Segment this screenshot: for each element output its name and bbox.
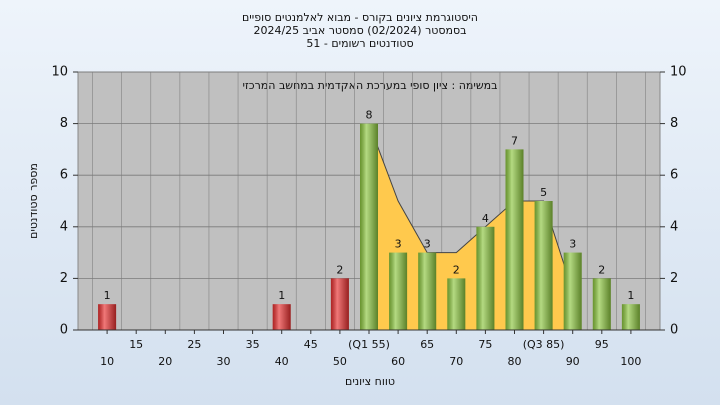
value-label: 2: [598, 263, 605, 276]
bar-shade: [563, 252, 582, 330]
y2-tick-label: 8: [670, 116, 678, 131]
x-tick-label: 10: [100, 355, 114, 368]
value-label: 1: [104, 289, 111, 302]
y2-tick-label: 6: [670, 168, 678, 183]
y-tick-label: 8: [60, 116, 68, 131]
x-tick-label: 60: [391, 355, 405, 368]
x-tick-label: 100: [620, 355, 641, 368]
y-tick-label: 6: [60, 168, 68, 183]
x-tick-label: 15: [129, 338, 143, 351]
x-tick-label: 40: [275, 355, 289, 368]
x-tick-label: 95: [595, 338, 609, 351]
bar-shade: [592, 278, 611, 330]
bar-shade: [621, 304, 640, 330]
value-label: 3: [424, 238, 431, 251]
value-label: 4: [482, 212, 489, 225]
value-label: 8: [366, 109, 373, 122]
y2-tick-label: 10: [670, 65, 687, 80]
y-tick-label: 2: [60, 271, 68, 286]
value-label: 3: [569, 238, 576, 251]
bar-shade: [476, 226, 495, 330]
x-tick-label: 65: [420, 338, 434, 351]
bar-shade: [360, 123, 378, 330]
title-line: סטודנטים רשומים - 51: [306, 37, 413, 50]
value-label: 7: [511, 134, 518, 147]
x-tick-label: 35: [246, 338, 260, 351]
x-tick-label: 50: [333, 355, 347, 368]
bar-shade: [447, 278, 466, 330]
x-tick-label: 75: [478, 338, 492, 351]
value-label: 5: [540, 186, 547, 199]
value-label: 3: [395, 238, 402, 251]
x-tick-label: (Q1 55): [348, 338, 390, 351]
bar-shade: [272, 304, 291, 330]
x-tick-label: 45: [304, 338, 318, 351]
title-line: בסמסטר (02/2024) סמסטר אביב 2024/25: [253, 24, 466, 37]
y2-tick-label: 0: [670, 323, 678, 338]
x-axis-label: טווח ציונים: [345, 375, 395, 388]
x-tick-label: 70: [449, 355, 463, 368]
y2-tick-label: 2: [670, 271, 678, 286]
y-tick-label: 10: [51, 65, 68, 80]
bar-shade: [98, 304, 117, 330]
value-label: 1: [278, 289, 285, 302]
bar-shade: [505, 149, 524, 330]
bar-shade: [330, 278, 349, 330]
x-tick-label: 25: [187, 338, 201, 351]
bar-shade: [389, 252, 408, 330]
bar-shade: [418, 252, 437, 330]
y-axis-label: מספר סטודנטים: [27, 163, 40, 239]
x-tick-label: 20: [158, 355, 172, 368]
x-tick-label: 80: [508, 355, 522, 368]
bar-shade: [534, 201, 553, 330]
y-tick-label: 4: [60, 219, 68, 234]
annotation: במשימה : ציון סופי במערכת האקדמית במחשב …: [243, 79, 498, 92]
value-label: 2: [336, 263, 343, 276]
x-tick-label: 30: [217, 355, 231, 368]
y2-tick-label: 4: [670, 219, 678, 234]
value-label: 2: [453, 263, 460, 276]
y-tick-label: 0: [60, 323, 68, 338]
title-line: היסטוגרמת ציונים בקורס - מבוא לאלמנטים ס…: [242, 11, 478, 24]
x-tick-label: 90: [566, 355, 580, 368]
x-tick-label: (Q3 85): [523, 338, 565, 351]
value-label: 1: [627, 289, 634, 302]
